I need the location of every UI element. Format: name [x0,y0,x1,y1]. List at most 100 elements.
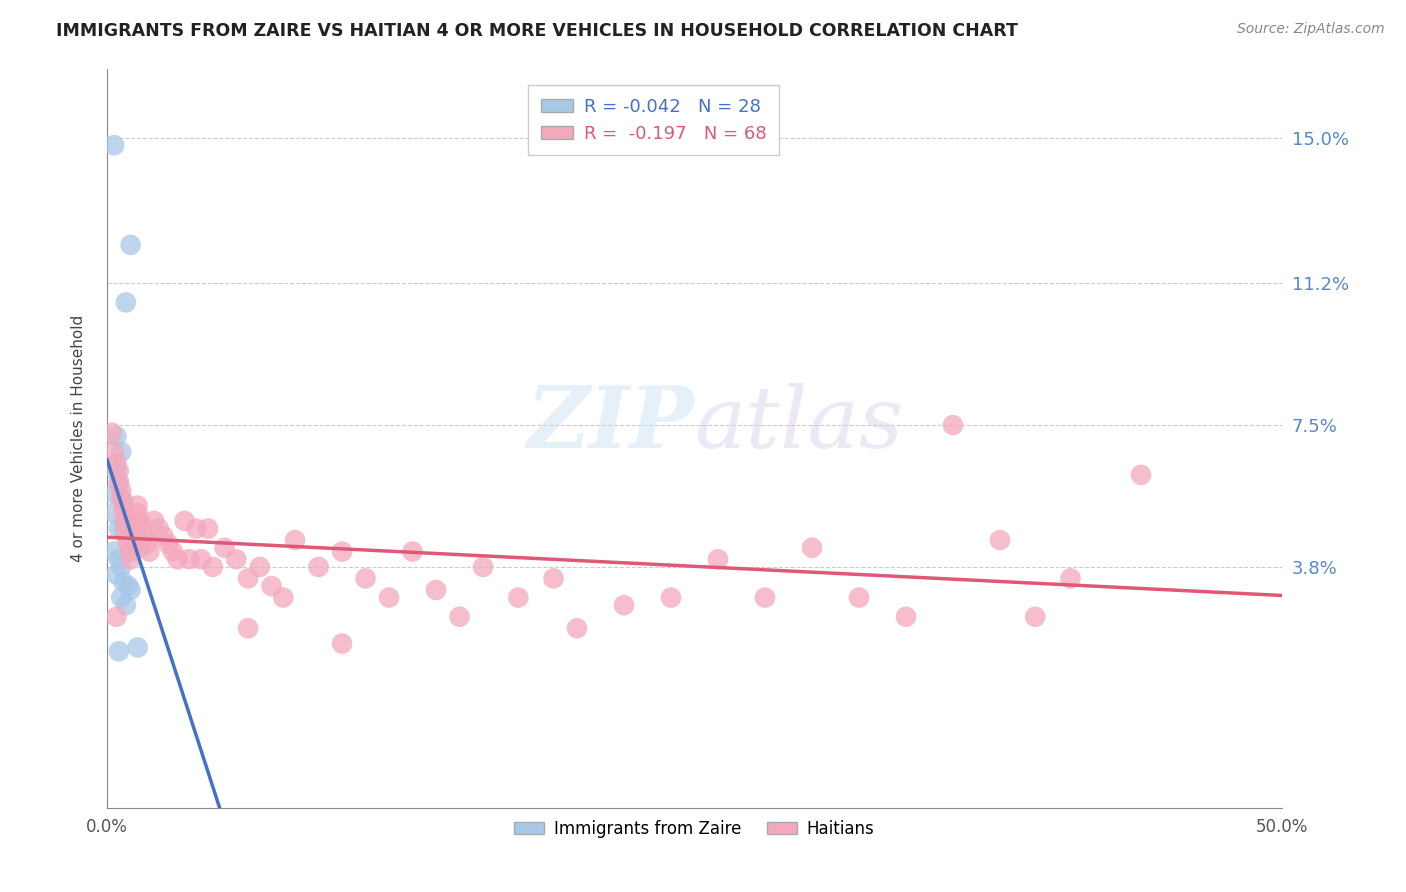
Point [425,582,447,597]
Point [105,464,128,478]
Point [354,571,377,585]
Point [108,475,131,490]
Point [112,494,135,508]
Point [127,506,149,520]
Point [115,514,138,528]
Point [565,621,588,635]
Point [105,429,128,443]
Point [117,579,139,593]
Point [120,552,142,566]
Point [214,541,236,555]
Point [122,529,145,543]
Point [157,537,180,551]
Point [271,591,294,605]
Point [110,491,132,505]
Point [124,537,146,551]
Point [236,621,259,635]
Point [115,522,138,536]
Point [201,560,224,574]
Point [110,560,132,574]
Point [108,522,131,536]
Point [117,537,139,551]
Point [115,295,138,310]
Point [508,591,530,605]
Text: atlas: atlas [695,383,904,465]
Point [131,522,153,536]
Point [988,533,1011,547]
Point [110,483,132,498]
Point [108,475,131,490]
Point [197,522,219,536]
Point [330,544,353,558]
Point [110,445,132,459]
Point [152,529,174,543]
Point [105,567,128,582]
Point [707,552,730,566]
Text: IMMIGRANTS FROM ZAIRE VS HAITIAN 4 OR MORE VEHICLES IN HOUSEHOLD CORRELATION CHA: IMMIGRANTS FROM ZAIRE VS HAITIAN 4 OR MO… [56,22,1018,40]
Point [308,560,330,574]
Point [122,514,145,528]
Point [138,544,160,558]
Point [401,544,423,558]
Point [449,609,471,624]
Point [112,499,135,513]
Point [659,591,682,605]
Point [103,506,125,520]
Point [124,537,146,551]
Point [186,522,208,536]
Point [108,552,131,566]
Point [613,599,636,613]
Point [110,591,132,605]
Point [166,552,188,566]
Point [129,514,152,528]
Y-axis label: 4 or more Vehicles in Household: 4 or more Vehicles in Household [72,315,86,562]
Point [143,514,166,528]
Point [127,640,149,655]
Point [129,541,152,555]
Point [120,238,142,252]
Point [108,464,131,478]
Point [190,552,212,566]
Text: Source: ZipAtlas.com: Source: ZipAtlas.com [1237,22,1385,37]
Point [120,582,142,597]
Point [179,552,201,566]
Point [284,533,307,547]
Point [472,560,495,574]
Point [148,522,170,536]
Point [173,514,195,528]
Point [103,487,125,501]
Point [103,544,125,558]
Point [112,522,135,536]
Point [103,138,125,153]
Point [115,599,138,613]
Point [378,591,401,605]
Point [115,529,138,543]
Point [103,445,125,459]
Text: ZIP: ZIP [527,382,695,466]
Point [134,529,156,543]
Point [105,609,128,624]
Point [1059,571,1081,585]
Point [124,529,146,543]
Point [249,560,271,574]
Point [754,591,776,605]
Point [162,544,184,558]
Point [100,425,122,440]
Point [127,499,149,513]
Point [136,537,159,551]
Point [942,418,965,433]
Point [225,552,247,566]
Point [112,575,135,590]
Point [1130,467,1153,482]
Point [894,609,917,624]
Point [801,541,824,555]
Point [260,579,283,593]
Point [108,644,131,658]
Point [543,571,565,585]
Point [236,571,259,585]
Point [112,506,135,520]
Point [330,637,353,651]
Point [115,522,138,536]
Point [117,514,139,528]
Point [105,457,128,471]
